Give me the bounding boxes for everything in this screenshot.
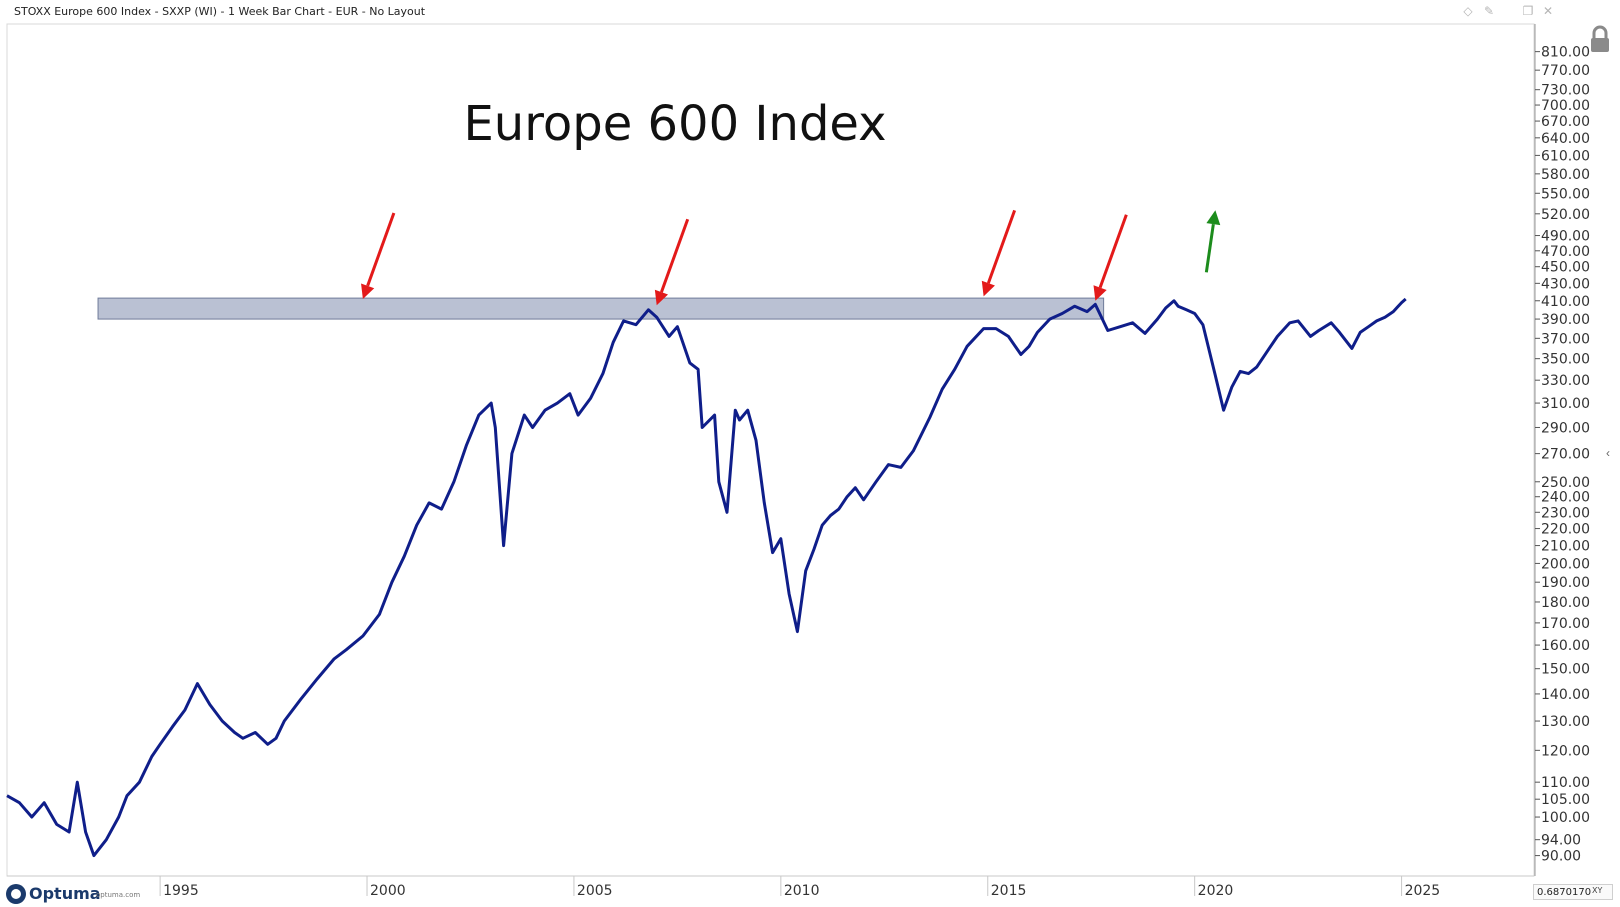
down-arrow-icon <box>654 218 690 306</box>
y-tick-label: 200.00 <box>1541 556 1590 572</box>
y-tick-label: 210.00 <box>1541 539 1590 555</box>
y-tick-label: 120.00 <box>1541 743 1590 759</box>
brand-name: Optuma <box>29 884 101 903</box>
y-tick-label: 520.00 <box>1541 207 1590 223</box>
y-tick-label: 160.00 <box>1541 638 1590 654</box>
x-tick-label: 2005 <box>577 883 613 899</box>
y-tick-label: 140.00 <box>1541 687 1590 703</box>
brand-url[interactable]: optuma.com <box>96 891 141 899</box>
zoom-value-field[interactable]: 0.6870170 <box>1533 884 1613 900</box>
y-tick-label: 550.00 <box>1541 186 1590 202</box>
y-tick-label: 100.00 <box>1541 810 1590 826</box>
diamond-icon[interactable]: ◇ <box>1463 4 1473 18</box>
y-tick-label: 250.00 <box>1541 475 1590 491</box>
y-tick-label: 770.00 <box>1541 63 1590 79</box>
restore-icon[interactable]: ❐ <box>1522 4 1534 18</box>
xy-label[interactable]: XY <box>1592 886 1603 895</box>
chart-title: Europe 600 Index <box>463 96 886 152</box>
y-tick-label: 220.00 <box>1541 522 1590 538</box>
x-tick-label: 2025 <box>1405 883 1441 899</box>
y-tick-label: 105.00 <box>1541 792 1590 808</box>
chevron-left-icon[interactable]: ‹ <box>1606 446 1610 460</box>
window-title: STOXX Europe 600 Index - SXXP (WI) - 1 W… <box>14 5 426 18</box>
optuma-logo-icon <box>6 884 26 904</box>
up-arrow-icon <box>1204 210 1221 273</box>
y-tick-label: 94.00 <box>1541 833 1581 849</box>
y-tick-label: 450.00 <box>1541 260 1590 276</box>
close-icon[interactable]: ✕ <box>1542 4 1554 18</box>
down-arrow-icon <box>981 209 1017 297</box>
y-tick-label: 370.00 <box>1541 331 1590 347</box>
price-line[interactable] <box>6 297 1407 858</box>
y-tick-label: 350.00 <box>1541 352 1590 368</box>
y-tick-label: 580.00 <box>1541 167 1590 183</box>
x-tick-label: 2020 <box>1198 883 1234 899</box>
y-tick-label: 810.00 <box>1541 45 1590 61</box>
x-tick-label: 2000 <box>370 883 406 899</box>
y-tick-label: 190.00 <box>1541 575 1590 591</box>
y-tick-label: 130.00 <box>1541 714 1590 730</box>
y-tick-label: 700.00 <box>1541 98 1590 114</box>
y-tick-label: 240.00 <box>1541 490 1590 506</box>
down-arrow-icon <box>361 212 396 299</box>
down-arrow-icon <box>1093 214 1128 301</box>
y-tick-label: 670.00 <box>1541 114 1590 130</box>
y-tick-label: 170.00 <box>1541 616 1590 632</box>
y-tick-label: 470.00 <box>1541 244 1590 260</box>
y-tick-label: 330.00 <box>1541 373 1590 389</box>
lock-icon[interactable] <box>1591 25 1609 52</box>
y-tick-label: 730.00 <box>1541 83 1590 99</box>
y-tick-label: 110.00 <box>1541 775 1590 791</box>
x-tick-label: 2010 <box>784 883 820 899</box>
plot-area[interactable] <box>6 23 1535 877</box>
y-tick-label: 150.00 <box>1541 662 1590 678</box>
y-tick-label: 410.00 <box>1541 294 1590 310</box>
y-tick-label: 640.00 <box>1541 131 1590 147</box>
window-titlebar: STOXX Europe 600 Index - SXXP (WI) - 1 W… <box>0 0 1620 24</box>
y-tick-label: 390.00 <box>1541 312 1590 328</box>
y-tick-label: 90.00 <box>1541 849 1581 865</box>
y-tick-label: 310.00 <box>1541 396 1590 412</box>
x-tick-label: 2015 <box>991 883 1027 899</box>
y-tick-label: 180.00 <box>1541 595 1590 611</box>
pin-icon[interactable]: ✎ <box>1483 4 1495 18</box>
y-tick-label: 230.00 <box>1541 505 1590 521</box>
x-tick-label: 1995 <box>163 883 199 899</box>
y-tick-label: 610.00 <box>1541 148 1590 164</box>
y-tick-label: 270.00 <box>1541 447 1590 463</box>
y-tick-label: 430.00 <box>1541 276 1590 292</box>
resistance-band[interactable] <box>97 297 1105 320</box>
y-tick-label: 490.00 <box>1541 229 1590 245</box>
y-tick-label: 290.00 <box>1541 420 1590 436</box>
